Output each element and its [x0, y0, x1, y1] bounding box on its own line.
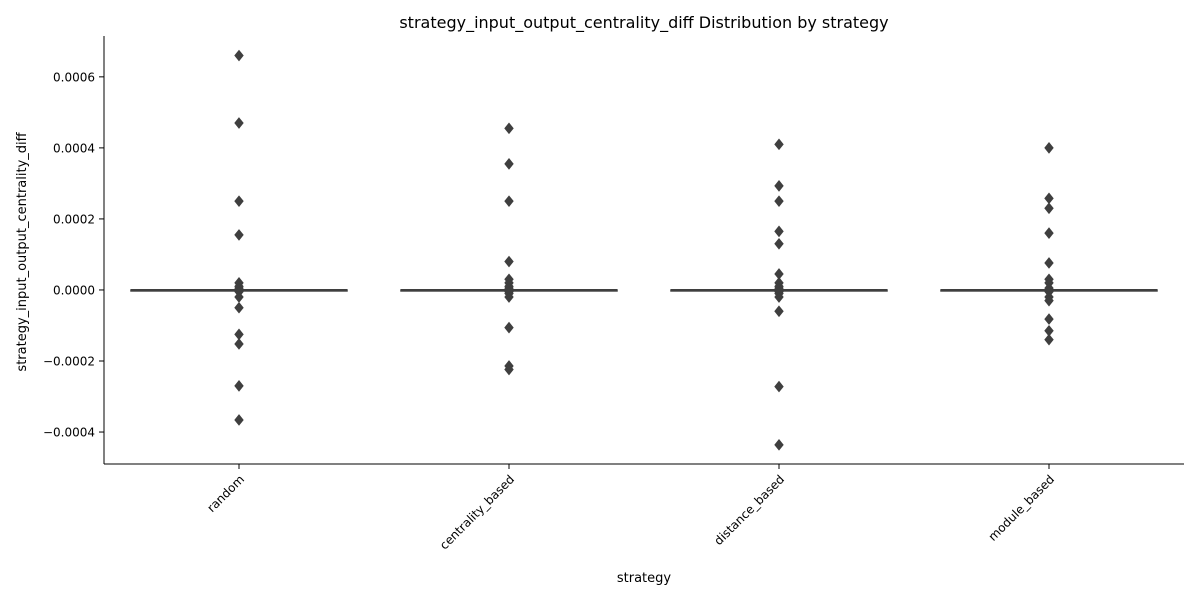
outlier-point — [1044, 227, 1054, 239]
outlier-point — [774, 237, 784, 250]
outlier-point — [234, 380, 244, 392]
outlier-point — [1044, 202, 1054, 215]
box-group-module_based — [940, 142, 1158, 346]
y-tick-label: 0.0000 — [53, 283, 95, 297]
box-group-distance_based — [670, 138, 888, 451]
outlier-point — [1044, 142, 1054, 154]
outlier-point — [234, 49, 244, 62]
outlier-point — [234, 301, 244, 314]
outlier-point — [774, 305, 784, 318]
outlier-point — [504, 291, 514, 303]
y-tick-label: 0.0004 — [53, 141, 95, 155]
x-tick-label-module_based: module_based — [986, 472, 1058, 544]
outlier-point — [504, 321, 514, 334]
x-tick-label-distance_based: distance_based — [711, 472, 787, 548]
outlier-point — [1044, 294, 1054, 307]
outlier-point — [234, 229, 244, 241]
y-tick-label: −0.0002 — [43, 354, 95, 368]
outlier-point — [774, 180, 784, 192]
outlier-point — [234, 414, 244, 426]
x-axis: random centrality_based distance_based modu… — [104, 463, 1184, 552]
outlier-point — [1044, 313, 1054, 325]
outlier-point — [504, 122, 514, 135]
outlier-point — [504, 195, 514, 207]
y-axis: −0.0004 −0.0002 0.0000 0.0002 0.0004 0.0006 — [43, 36, 105, 464]
outlier-point — [774, 438, 784, 451]
x-tick-label-centrality_based: centrality_based — [437, 472, 517, 552]
x-tick-label-random: random — [204, 472, 247, 515]
outlier-point — [1044, 192, 1054, 205]
box-group-random — [130, 49, 348, 426]
outlier-point — [1044, 333, 1054, 346]
outlier-point — [504, 158, 514, 170]
outlier-point — [774, 195, 784, 207]
outlier-point — [234, 195, 244, 207]
outlier-point — [774, 225, 784, 238]
outlier-point — [504, 363, 514, 376]
outlier-point — [774, 291, 784, 303]
outlier-point — [234, 328, 244, 341]
y-axis-label: strategy_input_output_centrality_diff — [15, 131, 30, 371]
outlier-point — [504, 255, 514, 268]
box-group-centrality_based — [400, 122, 618, 376]
y-tick-label: −0.0004 — [43, 426, 95, 440]
outlier-point — [774, 138, 784, 151]
y-tick-label: 0.0006 — [53, 70, 95, 84]
outlier-point — [234, 117, 244, 129]
outlier-point — [774, 380, 784, 393]
outlier-point — [1044, 257, 1054, 269]
chart-title: strategy_input_output_centrality_diff Di… — [399, 13, 888, 33]
y-tick-label: 0.0002 — [53, 212, 95, 226]
x-axis-label: strategy — [617, 571, 672, 586]
plot-area — [130, 49, 1158, 451]
outlier-point — [234, 338, 244, 350]
